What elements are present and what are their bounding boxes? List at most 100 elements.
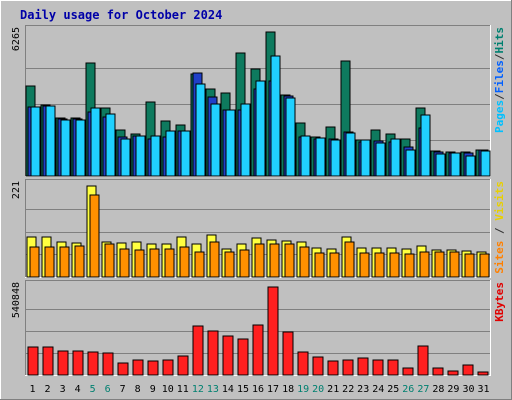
bar-pages-14 xyxy=(225,109,236,177)
bar-sites-17 xyxy=(269,243,280,278)
bar-sites-26 xyxy=(404,253,415,278)
bar-sites-29 xyxy=(449,251,460,278)
bar-sites-18 xyxy=(284,243,295,278)
bar-sites-2 xyxy=(44,246,55,278)
bar-sites-27 xyxy=(419,251,430,278)
x-axis-labels: 1 2 3 4 5 6 7 8 9 10 11 12 13 14 15 16 17 18 19 20 21 22 23 24 2… xyxy=(29,384,489,395)
bar-kbytes-6 xyxy=(102,352,114,376)
bar-pages-24 xyxy=(375,142,386,177)
legend-entry-visits: Visits xyxy=(493,181,506,221)
bar-pages-13 xyxy=(210,103,221,177)
bar-pages-16 xyxy=(255,80,266,177)
bar-sites-11 xyxy=(179,246,190,278)
x-tick-label: 1 xyxy=(29,384,35,395)
bar-kbytes-18 xyxy=(282,331,294,376)
bar-pages-18 xyxy=(285,97,296,177)
bar-pages-20 xyxy=(315,137,326,177)
bar-kbytes-24 xyxy=(372,359,384,376)
bar-kbytes-12 xyxy=(192,325,204,376)
bar-sites-24 xyxy=(374,252,385,278)
x-tick-label: 23 xyxy=(357,384,369,395)
x-tick-label: 26 xyxy=(402,384,414,395)
bar-kbytes-21 xyxy=(327,360,339,376)
bar-kbytes-20 xyxy=(312,356,324,376)
bar-sites-8 xyxy=(134,249,145,278)
x-tick-label: 29 xyxy=(447,384,459,395)
x-tick-label: 6 xyxy=(105,384,111,395)
x-tick-label: 10 xyxy=(162,384,174,395)
panel-visits: 221 Sites / Visits xyxy=(11,179,506,278)
bar-kbytes-15 xyxy=(237,338,249,376)
bar-sites-13 xyxy=(209,241,220,278)
legend-entry-hits: Hits xyxy=(493,27,506,54)
bar-pages-10 xyxy=(165,130,176,177)
bar-sites-5 xyxy=(89,194,100,278)
legend-entry-kbytes: KBytes xyxy=(493,282,506,322)
bar-kbytes-17 xyxy=(267,286,279,376)
bar-kbytes-25 xyxy=(387,359,399,376)
bar-pages-23 xyxy=(360,139,371,177)
bar-sites-4 xyxy=(74,245,85,278)
bar-pages-3 xyxy=(60,119,71,177)
side-legend: KBytes xyxy=(493,282,506,322)
bar-pages-9 xyxy=(150,135,161,177)
bar-sites-14 xyxy=(224,251,235,278)
bar-kbytes-28 xyxy=(432,367,444,376)
bar-pages-7 xyxy=(120,138,131,177)
bar-pages-11 xyxy=(180,130,191,177)
bar-kbytes-27 xyxy=(417,345,429,376)
bar-kbytes-26 xyxy=(402,367,414,376)
bar-sites-7 xyxy=(119,248,130,278)
bar-kbytes-22 xyxy=(342,359,354,376)
x-tick-label: 19 xyxy=(297,384,309,395)
bar-sites-25 xyxy=(389,252,400,278)
x-tick-label: 4 xyxy=(75,384,81,395)
bar-sites-31 xyxy=(479,253,490,278)
x-tick-label: 13 xyxy=(207,384,219,395)
x-tick-label: 30 xyxy=(462,384,474,395)
bar-pages-31 xyxy=(480,150,491,177)
x-tick-label: 16 xyxy=(252,384,264,395)
bar-kbytes-13 xyxy=(207,330,219,376)
bar-pages-26 xyxy=(405,149,416,177)
legend-entry-sites: Sites xyxy=(493,241,506,274)
x-tick-label: 2 xyxy=(44,384,50,395)
bar-sites-10 xyxy=(164,248,175,278)
y-axis-max-label: 540848 xyxy=(11,282,22,318)
bar-pages-22 xyxy=(345,132,356,177)
bar-sites-16 xyxy=(254,243,265,278)
bar-kbytes-19 xyxy=(297,351,309,376)
x-tick-label: 22 xyxy=(342,384,354,395)
bar-sites-3 xyxy=(59,246,70,278)
bar-sites-28 xyxy=(434,251,445,278)
y-axis-max-label: 221 xyxy=(11,181,22,199)
bar-sites-12 xyxy=(194,251,205,278)
x-tick-label: 11 xyxy=(177,384,189,395)
bar-pages-4 xyxy=(75,119,86,177)
legend-entry-: / xyxy=(493,93,506,100)
bar-kbytes-5 xyxy=(87,351,99,376)
x-tick-label: 24 xyxy=(372,384,384,395)
bar-pages-2 xyxy=(45,105,56,177)
x-tick-label: 17 xyxy=(267,384,279,395)
legend-entry-: / xyxy=(493,221,506,241)
x-tick-label: 25 xyxy=(387,384,399,395)
bar-pages-15 xyxy=(240,103,251,177)
legend-entry-: / xyxy=(493,53,506,60)
x-tick-label: 20 xyxy=(312,384,324,395)
bar-pages-8 xyxy=(135,135,146,177)
bar-sites-23 xyxy=(359,252,370,278)
bar-kbytes-1 xyxy=(27,346,39,376)
legend-entry-pages: Pages xyxy=(493,100,506,133)
bar-kbytes-8 xyxy=(132,359,144,376)
chart-title: Daily usage for October 2024 xyxy=(20,8,222,22)
bar-sites-20 xyxy=(314,252,325,278)
bar-kbytes-10 xyxy=(162,359,174,376)
y-axis-max-label: 6265 xyxy=(11,27,22,51)
side-legend: Sites / Visits xyxy=(493,181,506,274)
x-tick-label: 9 xyxy=(150,384,156,395)
panel-kbytes: 540848 KBytes xyxy=(11,280,506,376)
